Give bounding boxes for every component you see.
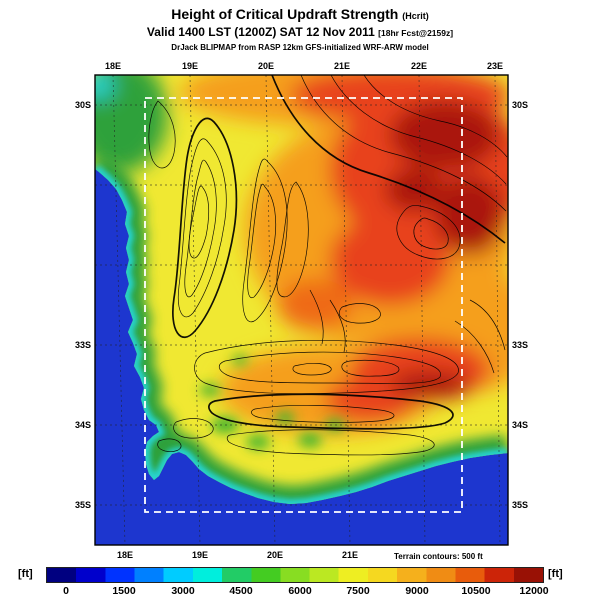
page-title-main: Height of Critical Updraft Strength <box>171 6 399 22</box>
x-tick-top: 22E <box>411 61 427 71</box>
x-tick-top: 23E <box>487 61 503 71</box>
y-tick-right: 30S <box>512 100 528 110</box>
colorbar-tick: 1500 <box>112 585 136 597</box>
y-tick-right: 33S <box>512 340 528 350</box>
y-tick-left: 34S <box>75 420 91 430</box>
x-tick-bottom: 21E <box>342 550 358 560</box>
valid-time: Valid 1400 LST (1200Z) SAT 12 Nov 2011 <box>146 25 375 39</box>
colorbar-tick: 4500 <box>229 585 253 597</box>
colorbar-tick: 3000 <box>171 585 195 597</box>
model-info: DrJack BLIPMAP from RASP 12km GFS-initia… <box>171 43 429 52</box>
plot-frame <box>94 74 509 546</box>
colorbar-tick: 10500 <box>461 585 491 597</box>
terrain-contours-note: Terrain contours: 500 ft <box>394 552 483 561</box>
colorbar-unit-right: [ft] <box>548 568 563 580</box>
plot-area <box>95 75 508 545</box>
y-tick-left: 30S <box>75 100 91 110</box>
x-tick-bottom: 20E <box>267 550 283 560</box>
x-tick-top: 20E <box>258 61 274 71</box>
terrain-contours <box>148 75 508 456</box>
model-domain-box <box>144 97 463 513</box>
y-axis-right: 30S 33S 34S 35S <box>512 100 528 510</box>
forecast-suffix: [18hr Fcst@2159z] <box>378 28 454 38</box>
x-axis-top: 18E 19E 20E 21E 22E 23E <box>105 61 503 71</box>
colorbar-tick: 0 <box>63 585 69 597</box>
x-tick-bottom: 19E <box>192 550 208 560</box>
colorbar-tick: 6000 <box>288 585 312 597</box>
page-title: Height of Critical Updraft Strength (Hcr… <box>0 6 600 22</box>
x-tick-top: 19E <box>182 61 198 71</box>
y-tick-right: 34S <box>512 420 528 430</box>
x-tick-top: 21E <box>334 61 350 71</box>
y-tick-left: 33S <box>75 340 91 350</box>
colorbar-unit-left: [ft] <box>18 568 33 580</box>
valid-time-line: Valid 1400 LST (1200Z) SAT 12 Nov 2011 [… <box>0 25 600 39</box>
x-tick-bottom: 18E <box>117 550 133 560</box>
y-tick-left: 35S <box>75 500 91 510</box>
page-title-suffix: (Hcrit) <box>402 11 429 21</box>
x-axis-bottom: 18E 19E 20E 21E <box>117 550 358 560</box>
y-axis-left: 30S 33S 34S 35S <box>75 100 91 510</box>
y-tick-right: 35S <box>512 500 528 510</box>
colorbar-tick: 7500 <box>346 585 370 597</box>
x-tick-top: 18E <box>105 61 121 71</box>
colorbar-tick: 12000 <box>519 585 549 597</box>
colorbar-gradient <box>46 567 544 583</box>
colorbar-tick: 9000 <box>405 585 429 597</box>
